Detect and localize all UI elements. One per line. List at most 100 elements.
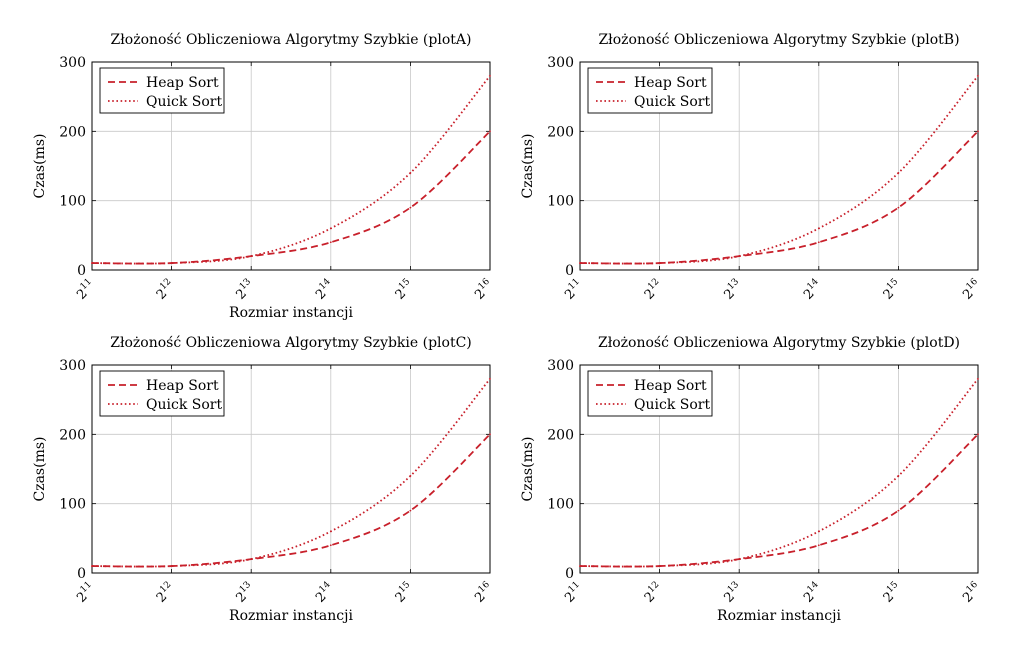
x-axis-label: Rozmiar instancji: [229, 305, 353, 321]
x-tick-label: 214: [800, 277, 826, 303]
y-tick-label: 100: [547, 194, 574, 210]
chart-a: Złożoność Obliczeniowa Algorytmy Szybkie…: [32, 32, 497, 321]
x-tick-label: 215: [391, 580, 417, 606]
y-axis-label: Czas(ms): [32, 436, 48, 501]
data-point: [489, 74, 491, 77]
data-point: [409, 206, 412, 209]
data-point: [170, 565, 173, 567]
data-point: [897, 206, 900, 209]
y-tick-label: 300: [547, 358, 574, 374]
legend-entry: Quick Sort: [146, 94, 222, 110]
data-point: [409, 475, 412, 477]
x-tick-label: 213: [720, 580, 746, 606]
x-tick-label: 212: [640, 580, 666, 606]
data-point: [579, 565, 581, 567]
x-tick-label: 214: [800, 580, 826, 606]
data-point: [329, 227, 332, 230]
x-tick-label: 213: [232, 580, 258, 606]
data-point: [250, 558, 253, 561]
chart-title: Złożoność Obliczeniowa Algorytmy Szybkie…: [110, 335, 472, 351]
chart-d: Złożoność Obliczeniowa Algorytmy Szybkie…: [520, 335, 985, 624]
x-tick-label: 213: [720, 277, 746, 303]
legend-entry: Heap Sort: [634, 378, 707, 394]
data-point: [817, 241, 820, 244]
x-tick-label: 216: [959, 580, 985, 606]
x-tick-label: 212: [640, 277, 666, 303]
data-point: [738, 558, 741, 561]
y-tick-label: 0: [565, 263, 574, 279]
data-point: [897, 509, 900, 512]
y-tick-label: 200: [59, 427, 86, 443]
chart-c: Złożoność Obliczeniowa Algorytmy Szybkie…: [32, 335, 497, 624]
data-point: [91, 565, 93, 567]
data-point: [329, 241, 332, 244]
data-point: [977, 74, 979, 77]
data-point: [658, 262, 661, 264]
x-tick-label: 214: [312, 580, 338, 606]
legend: Heap Sort Quick Sort: [587, 67, 713, 114]
x-tick-label: 213: [232, 277, 258, 303]
y-axis-label: Czas(ms): [520, 436, 536, 501]
plot-frame: [579, 61, 979, 271]
legend-box: [587, 67, 713, 114]
data-point: [409, 509, 412, 512]
x-axis-label: Rozmiar instancji: [229, 608, 353, 624]
x-tick-label: 216: [471, 277, 497, 303]
y-tick-label: 100: [547, 497, 574, 513]
data-point: [977, 130, 979, 133]
legend: Heap Sort Quick Sort: [99, 370, 225, 417]
x-tick-label: 216: [959, 277, 985, 303]
data-point: [579, 262, 581, 264]
x-tick-label: 211: [561, 277, 587, 303]
data-point: [897, 172, 900, 174]
data-point: [817, 227, 820, 230]
data-point: [658, 565, 661, 567]
data-point: [977, 433, 979, 436]
x-axis-label: Rozmiar instancji: [717, 608, 841, 624]
data-point: [409, 172, 412, 174]
y-tick-label: 300: [547, 55, 574, 71]
y-tick-label: 200: [547, 124, 574, 140]
x-tick-label: 214: [312, 277, 338, 303]
x-tick-label: 215: [879, 277, 905, 303]
y-tick-label: 200: [59, 124, 86, 140]
plot-frame: [91, 61, 491, 271]
legend-entry: Quick Sort: [146, 397, 222, 413]
plot-frame: [91, 364, 491, 574]
legend-entry: Quick Sort: [634, 397, 710, 413]
x-tick-label: 211: [73, 277, 99, 303]
x-tick-label: 211: [73, 580, 99, 606]
data-point: [329, 530, 332, 533]
data-point: [91, 262, 93, 264]
chart-title: Złożoność Obliczeniowa Algorytmy Szybkie…: [111, 32, 472, 48]
data-point: [897, 475, 900, 477]
series-line-heap-sort: [580, 433, 978, 568]
y-tick-label: 300: [59, 55, 86, 71]
y-tick-label: 200: [547, 427, 574, 443]
legend: Heap Sort Quick Sort: [99, 67, 225, 114]
chart-title: Złożoność Obliczeniowa Algorytmy Szybkie…: [598, 335, 960, 351]
y-tick-label: 0: [565, 566, 574, 582]
legend-entry: Heap Sort: [146, 75, 219, 91]
x-tick-label: 216: [471, 580, 497, 606]
y-axis-label: Czas(ms): [32, 133, 48, 198]
y-tick-label: 100: [59, 497, 86, 513]
data-point: [817, 530, 820, 533]
legend-entry: Heap Sort: [146, 378, 219, 394]
y-tick-label: 0: [77, 566, 86, 582]
x-tick-label: 215: [879, 580, 905, 606]
y-tick-label: 100: [59, 194, 86, 210]
series-line-heap-sort: [580, 130, 978, 265]
plot-frame: [579, 364, 979, 574]
legend-box: [99, 67, 225, 114]
x-tick-label: 215: [391, 277, 417, 303]
x-tick-label: 212: [152, 580, 178, 606]
chart-title: Złożoność Obliczeniowa Algorytmy Szybkie…: [598, 32, 959, 48]
data-point: [977, 377, 979, 380]
data-point: [489, 433, 491, 436]
y-axis-label: Czas(ms): [520, 133, 536, 198]
legend: Heap Sort Quick Sort: [587, 370, 713, 417]
legend-box: [99, 370, 225, 417]
series-line-heap-sort: [92, 433, 490, 568]
